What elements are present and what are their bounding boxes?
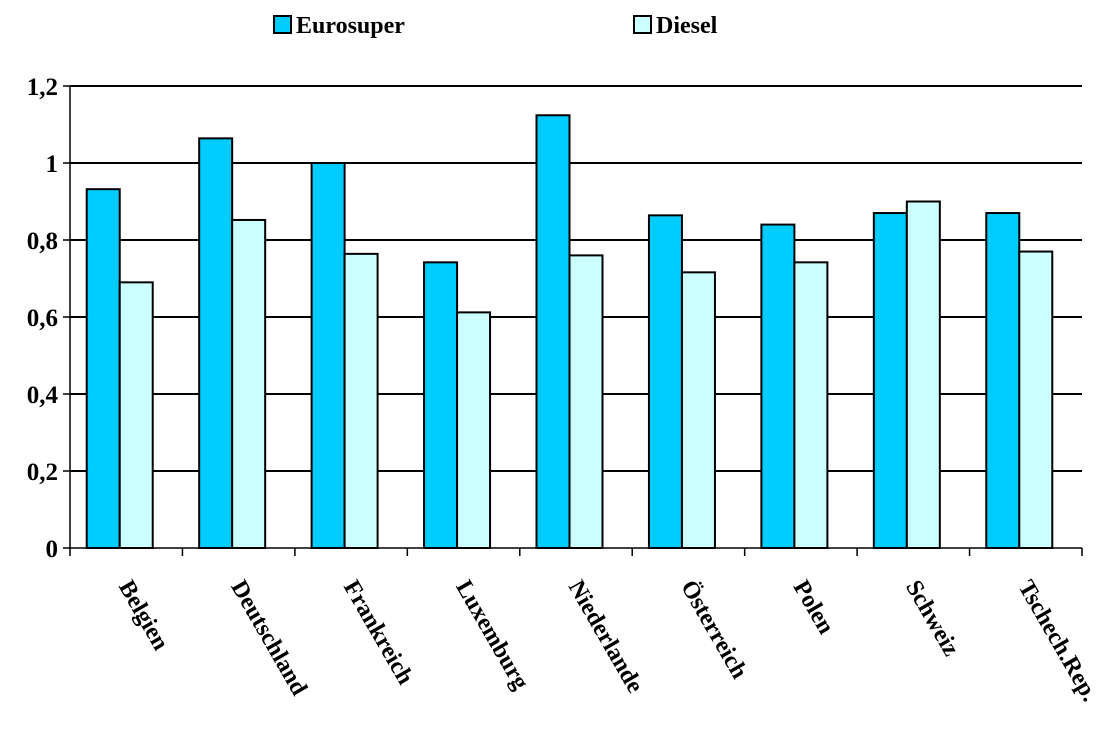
bar-diesel-1 [231, 218, 267, 549]
y-tick-label: 0 [46, 536, 59, 563]
bar-eurosuper-3 [423, 261, 459, 549]
y-tick-labels: 0 0,2 0,4 0,6 0,8 1 1,2 [27, 74, 59, 563]
x-tick-label: Luxemburg [450, 576, 533, 694]
x-tick-label: Niederlande [563, 576, 648, 698]
bar-diesel-7 [905, 200, 941, 549]
x-tick-label: Polen [788, 576, 839, 639]
x-tick-label: Schweiz [900, 576, 964, 661]
y-tick-label: 0,8 [27, 228, 58, 255]
bars [85, 114, 1054, 550]
x-tick-label: Belgien [113, 576, 174, 655]
legend-swatch-eurosuper [273, 15, 292, 34]
x-tick-label: Österreich [675, 576, 752, 683]
bar-eurosuper-4 [535, 114, 571, 549]
bar-diesel-5 [680, 271, 716, 549]
y-tick-label: 1,2 [27, 74, 58, 101]
axes [63, 85, 1083, 556]
bar-diesel-2 [343, 252, 379, 550]
bar-diesel-6 [793, 261, 829, 549]
bar-eurosuper-5 [647, 214, 683, 550]
bar-eurosuper-6 [760, 223, 796, 549]
bar-diesel-3 [456, 311, 492, 549]
bar-eurosuper-0 [85, 188, 121, 549]
x-tick-label: Deutschland [225, 576, 312, 700]
x-tick-labels: Belgien Deutschland Frankreich Luxemburg Nie… [113, 576, 1103, 706]
legend-swatch-diesel [633, 15, 652, 34]
bar-eurosuper-8 [985, 212, 1021, 550]
legend: Eurosuper Diesel [273, 13, 718, 39]
x-tick-label: Tschech.Rep. [1013, 576, 1103, 706]
bar-eurosuper-2 [310, 162, 346, 549]
legend-label-diesel: Diesel [656, 13, 718, 39]
x-tick-label: Frankreich [338, 576, 418, 689]
y-tick-label: 1 [46, 151, 59, 178]
y-tick-label: 0,4 [27, 382, 59, 409]
bar-diesel-8 [1018, 250, 1054, 550]
legend-label-eurosuper: Eurosuper [296, 13, 405, 39]
y-tick-label: 0,6 [27, 305, 58, 332]
y-tick-label: 0,2 [27, 459, 58, 486]
bar-diesel-0 [118, 281, 154, 549]
bar-eurosuper-1 [198, 137, 234, 550]
bar-eurosuper-7 [872, 212, 908, 550]
bar-diesel-4 [568, 254, 604, 549]
